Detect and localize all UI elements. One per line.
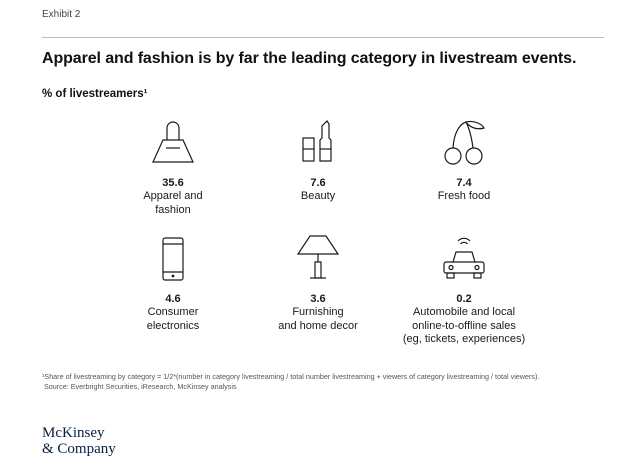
chart-subtitle: % of livestreamers¹ — [42, 88, 148, 100]
lamp-icon — [296, 235, 340, 279]
smartphone-icon — [162, 237, 184, 281]
handbag-icon — [152, 121, 194, 163]
data-label-value: 4.6 — [165, 293, 181, 305]
data-label-value: 3.6 — [310, 293, 326, 305]
footnote-source: Source: Everbright Securities, iResearch… — [44, 382, 237, 391]
category-label: Apparel and fashion — [143, 190, 203, 216]
category-item-consumer-electronics: 4.6 Consumer electronics — [98, 234, 248, 333]
cherries-icon — [444, 120, 485, 165]
exhibit-label: Exhibit 2 — [42, 9, 81, 20]
logo-line-2: & Company — [42, 441, 116, 457]
data-label-value: 0.2 — [456, 293, 472, 305]
category-item-automobile: 0.2 Automobile and local online-to-offli… — [389, 234, 539, 347]
data-label-value: 7.6 — [310, 177, 326, 189]
data-label-value: 7.4 — [456, 177, 472, 189]
category-label: Furnishing and home decor — [278, 306, 358, 332]
mckinsey-logo: McKinsey & Company — [42, 425, 116, 457]
data-label-value: 35.6 — [162, 177, 184, 189]
category-label: Automobile and local online-to-offline s… — [402, 306, 526, 345]
logo-line-1: McKinsey — [42, 425, 105, 441]
footnote-definition: ¹Share of livestreaming by category = 1/… — [42, 372, 540, 381]
chart-title: Apparel and fashion is by far the leadin… — [42, 50, 577, 67]
category-label: Beauty — [300, 190, 336, 202]
category-item-beauty: 7.6 Beauty — [243, 118, 393, 204]
category-label: Consumer electronics — [146, 306, 200, 332]
footnote: ¹Share of livestreaming by category = 1/… — [42, 372, 607, 392]
category-item-fresh-food: 7.4 Fresh food — [389, 118, 539, 204]
header-divider — [42, 37, 604, 38]
category-label: Fresh food — [437, 190, 491, 202]
connected-car-icon — [443, 237, 485, 279]
category-item-furnishing: 3.6 Furnishing and home decor — [243, 234, 393, 333]
lipstick-icon — [302, 120, 332, 162]
category-item-apparel: 35.6 Apparel and fashion — [98, 118, 248, 217]
